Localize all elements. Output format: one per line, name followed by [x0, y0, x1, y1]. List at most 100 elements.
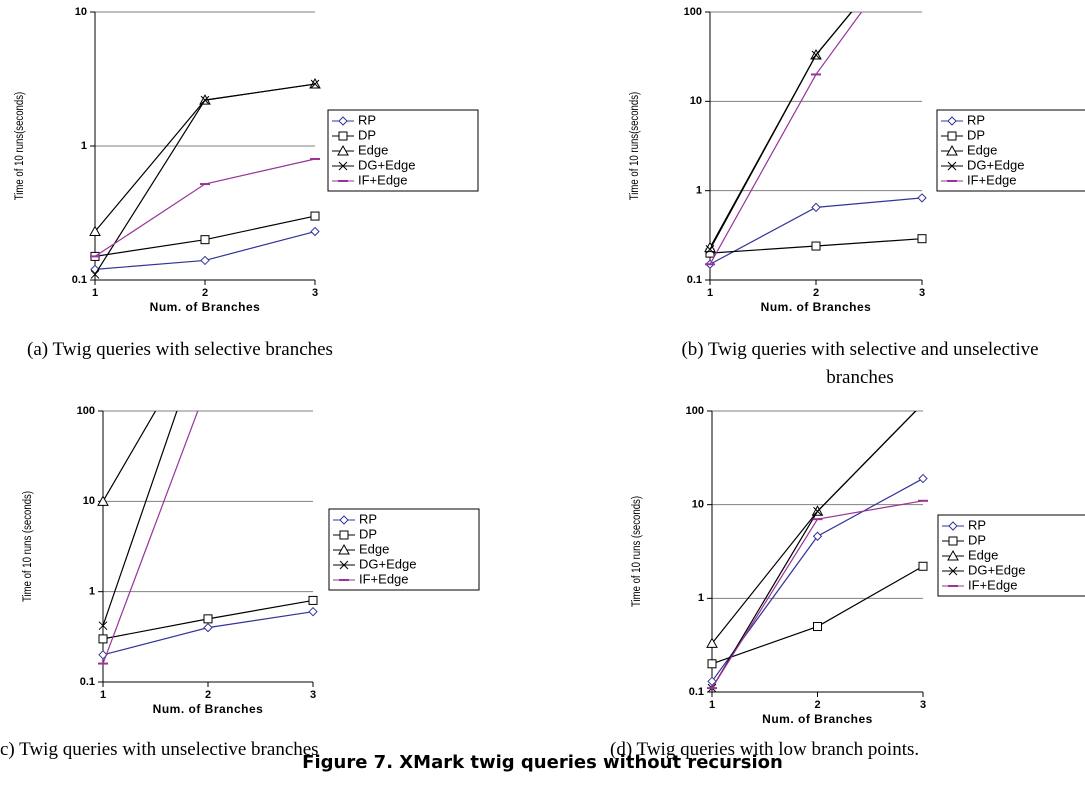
x-axis-title: Num. of Branches: [761, 300, 872, 314]
x-tick-label: 1: [707, 287, 713, 299]
marker: [947, 131, 957, 141]
plot-area: [704, 12, 927, 269]
marker: [338, 131, 348, 141]
y-tick-label: 1: [89, 586, 95, 598]
x-tick-label: 2: [814, 699, 820, 711]
series-line: [711, 411, 917, 689]
legend-label: Edge: [359, 541, 389, 556]
y-tick-label: 0.1: [72, 274, 87, 286]
legend-label: IF+Edge: [359, 571, 409, 586]
y-tick-label: 10: [692, 499, 704, 511]
x-tick-label: 3: [310, 689, 316, 701]
marker: [97, 495, 109, 506]
series-line: [102, 411, 178, 626]
series-line: [709, 12, 863, 265]
marker: [339, 560, 349, 570]
legend-box: [936, 109, 1085, 192]
series-line: [94, 83, 316, 275]
marker: [338, 161, 348, 171]
marker: [200, 255, 210, 266]
marker: [338, 543, 350, 555]
y-axis-title: Time of 10 runs (seconds): [21, 491, 34, 602]
series-line: [711, 500, 924, 689]
marker: [203, 614, 213, 624]
marker: [338, 116, 348, 126]
marker: [200, 235, 210, 245]
marker: [339, 515, 349, 525]
y-tick-label: 10: [75, 6, 87, 18]
legend-label: IF+Edge: [358, 172, 408, 187]
marker: [204, 317, 212, 325]
y-tick-label: 0.1: [687, 274, 702, 286]
legend-label: Edge: [968, 547, 998, 562]
series-line: [711, 565, 924, 665]
marker: [310, 226, 320, 237]
marker: [308, 606, 318, 617]
x-tick-label: 3: [312, 287, 318, 299]
marker: [919, 400, 927, 408]
caption: (b) Twig queries with selective and unse…: [681, 339, 1039, 388]
y-axis-title: Time of 10 runs (seconds): [630, 496, 643, 607]
x-tick-label: 1: [92, 287, 98, 299]
marker: [813, 506, 822, 516]
marker: [811, 50, 821, 60]
legend-label: RP: [967, 112, 985, 127]
marker: [203, 622, 213, 633]
x-tick-label: 3: [919, 287, 925, 299]
figure-title: Figure 7. XMark twig queries without rec…: [302, 752, 783, 773]
marker: [310, 79, 320, 89]
legend-label: DP: [359, 526, 377, 541]
y-axis-title: Time of 10 runs(seconds): [13, 92, 26, 200]
x-tick-label: 3: [920, 699, 926, 711]
chart: 0.1 1 10 100 1 2 3 Num. of Branches Time of 10 r…: [630, 400, 1085, 726]
series-line: [94, 83, 316, 232]
chart: 0.1 1 10 1 2 3 Num. of Branches Time of 10 runs…: [13, 6, 479, 314]
marker: [948, 521, 958, 531]
series-line: [102, 411, 199, 664]
marker: [947, 116, 957, 126]
y-tick-label: 100: [77, 405, 95, 417]
x-axis-title: Num. of Branches: [150, 300, 261, 314]
marker: [308, 595, 318, 605]
x-axis-title: Num. of Branches: [153, 702, 264, 716]
marker: [98, 621, 108, 631]
marker: [706, 637, 718, 648]
plot-area: [97, 317, 318, 665]
x-tick-label: 2: [202, 287, 208, 299]
x-axis-title: Num. of Branches: [762, 712, 873, 726]
marker: [917, 234, 927, 244]
marker: [813, 622, 822, 632]
x-tick-label: 2: [205, 689, 211, 701]
series-line: [102, 411, 157, 502]
marker: [337, 144, 349, 156]
x-tick-label: 1: [100, 689, 106, 701]
caption: (d) Twig queries with low branch points.: [610, 739, 920, 760]
legend-label: IF+Edge: [967, 172, 1017, 187]
marker: [917, 193, 927, 203]
y-tick-label: 0.1: [80, 676, 95, 688]
marker: [98, 634, 108, 644]
plot-area: [706, 400, 928, 693]
legend-label: DG+Edge: [967, 157, 1024, 172]
marker: [90, 270, 100, 279]
marker: [707, 676, 717, 687]
caption: c) Twig queries with unselective branche…: [0, 739, 319, 760]
y-tick-label: 1: [81, 140, 87, 152]
y-tick-label: 100: [684, 6, 702, 18]
marker: [200, 95, 210, 105]
plot-area: [89, 78, 321, 279]
legend-label: IF+Edge: [968, 577, 1018, 592]
chart: 0.1 1 10 100 1 2 3 Num. of Branches Time of 10 r…: [628, 6, 1085, 314]
marker: [339, 530, 349, 540]
y-tick-label: 10: [83, 495, 95, 507]
marker: [946, 144, 958, 156]
y-tick-label: 1: [696, 185, 702, 197]
marker: [89, 225, 101, 237]
legend-label: DG+Edge: [968, 562, 1025, 577]
marker: [811, 202, 821, 213]
